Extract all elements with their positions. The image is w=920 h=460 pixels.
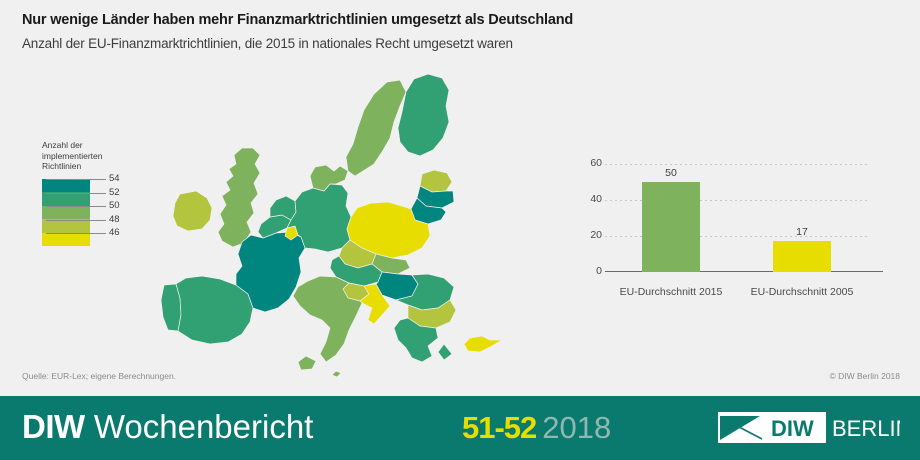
- logo-berlin-text: BERLIN: [832, 416, 900, 441]
- map-countries: [160, 73, 504, 377]
- gridline-40: [605, 200, 870, 201]
- legend-tick-3: 48: [42, 214, 152, 225]
- issue-year: 2018: [542, 410, 612, 445]
- diw-berlin-logo[interactable]: DIW BERLIN: [718, 412, 900, 443]
- legend-tick-line: [46, 233, 106, 235]
- map-legend: Anzahl der implementierten Richtlinien 5…: [42, 140, 162, 247]
- europe-choropleth-map: [150, 72, 550, 377]
- legend-color-bands: [42, 178, 90, 247]
- legend-tick-0: 54: [42, 173, 152, 184]
- legend-tick-label: 48: [109, 213, 120, 225]
- legend-band-1: [42, 192, 90, 206]
- legend-band-4: [42, 232, 90, 247]
- country-united-kingdom[interactable]: [217, 147, 261, 248]
- bar-value-2005: 17: [796, 226, 808, 239]
- country-finland[interactable]: [397, 73, 450, 157]
- country-spain[interactable]: [175, 275, 254, 345]
- y-tick-label-60: 60: [590, 157, 602, 169]
- page-subtitle: Anzahl der EU-Finanzmarktrichtlinien, di…: [22, 36, 513, 51]
- y-tick-label-0: 0: [596, 265, 602, 277]
- logo-diw-text: DIW: [771, 416, 814, 441]
- y-tick-label-40: 40: [590, 193, 602, 205]
- legend-tick-line: [46, 206, 106, 208]
- chart-plot-area: 60 40 20 0 50 17 EU-Durchschnitt 2015 EU…: [590, 158, 883, 298]
- gridline-60: [605, 164, 870, 165]
- legend-band-2: [42, 205, 90, 220]
- country-austria[interactable]: [329, 255, 383, 287]
- legend-tick-line: [46, 219, 106, 221]
- page-title: Nur wenige Länder haben mehr Finanzmarkt…: [22, 12, 574, 28]
- legend-tick-line: [46, 192, 106, 194]
- country-ireland[interactable]: [172, 190, 213, 232]
- legend-ticks: 54 52 50 48 46: [42, 173, 152, 247]
- logo-bowtie-icon: [719, 416, 763, 440]
- legend-tick-label: 46: [109, 227, 120, 239]
- issue-number: 51-52: [462, 410, 537, 445]
- country-cyprus[interactable]: [463, 335, 504, 353]
- bar-chart: 60 40 20 0 50 17 EU-Durchschnitt 2015 EU…: [560, 158, 883, 308]
- legend-tick-label: 52: [109, 186, 120, 198]
- bar-value-2015: 50: [665, 167, 677, 179]
- legend-tick-1: 52: [42, 187, 152, 198]
- bar-eu-durchschnitt-2005[interactable]: [773, 241, 831, 272]
- country-denmark[interactable]: [309, 164, 349, 192]
- country-croatia[interactable]: [359, 283, 391, 325]
- country-sweden[interactable]: [345, 79, 407, 177]
- chart-axis-line: [605, 270, 883, 272]
- gridline-20: [605, 236, 870, 237]
- brand-wochenbericht: Wochenbericht: [93, 408, 314, 445]
- publication-brand: DIW Wochenbericht: [22, 407, 313, 447]
- country-greece[interactable]: [393, 317, 453, 363]
- issue-identifier: 51-52 2018: [462, 408, 611, 448]
- category-label-2005: EU-Durchschnitt 2005: [750, 286, 854, 298]
- legend-tick-4: 46: [42, 227, 152, 238]
- legend-band-3: [42, 219, 90, 233]
- y-tick-label-20: 20: [590, 229, 602, 241]
- legend-tick-2: 50: [42, 200, 152, 211]
- category-label-2015: EU-Durchschnitt 2015: [619, 286, 723, 298]
- brand-diw: DIW: [22, 408, 85, 445]
- copyright-note: © DIW Berlin 2018: [829, 371, 900, 381]
- source-note: Quelle: EUR-Lex; eigene Berechnungen.: [22, 371, 177, 381]
- legend-band-0: [42, 178, 90, 193]
- country-malta[interactable]: [331, 370, 342, 377]
- legend-title: Anzahl der implementierten Richtlinien: [42, 140, 103, 171]
- legend-tick-label: 54: [109, 173, 120, 184]
- country-italy[interactable]: [292, 275, 363, 371]
- legend-tick-line: [46, 179, 106, 180]
- legend-scale: 54 52 50 48 46: [42, 173, 152, 247]
- legend-tick-label: 50: [109, 200, 120, 212]
- bar-eu-durchschnitt-2015[interactable]: [642, 182, 700, 272]
